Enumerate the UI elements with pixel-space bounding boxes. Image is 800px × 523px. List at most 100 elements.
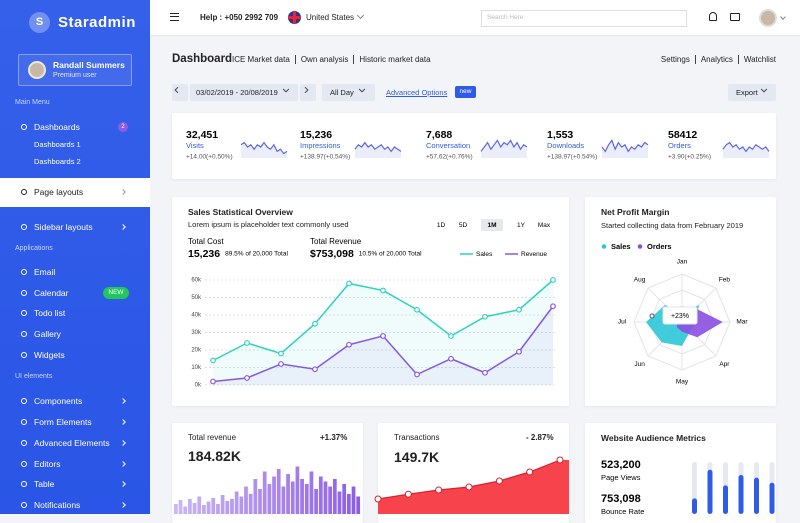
header-link[interactable]: Historic market data — [353, 55, 431, 64]
submenu-item[interactable]: Dashboards 2 — [34, 157, 81, 166]
profit-subtitle: Started collecting data from February 20… — [601, 221, 744, 230]
data-point — [556, 456, 564, 464]
bar — [295, 466, 300, 514]
menu-bullet — [21, 461, 27, 467]
menu-item[interactable]: Editors — [34, 458, 61, 469]
period-select[interactable] — [322, 84, 375, 101]
data-point — [414, 306, 420, 313]
chevron — [282, 88, 290, 93]
sparkline — [722, 141, 770, 153]
sparkline-area — [241, 142, 287, 158]
bar — [276, 469, 281, 514]
data-point — [346, 280, 352, 287]
sparkline-area — [355, 142, 401, 158]
legend-dot — [601, 244, 607, 249]
area — [378, 460, 569, 514]
transactions-total: 149.7K — [394, 449, 440, 465]
data-point — [526, 468, 534, 476]
range-active — [481, 219, 503, 231]
bar — [244, 486, 248, 514]
range-button: Max — [538, 222, 551, 229]
stat-value: 7,688 — [426, 129, 452, 141]
date-picker[interactable] — [190, 84, 298, 101]
bar — [707, 469, 713, 514]
menu-bullet — [21, 419, 27, 425]
radar-label: Jan — [677, 259, 688, 266]
menu-item[interactable]: Widgets — [34, 349, 65, 360]
bar — [356, 496, 361, 514]
bell-icon[interactable] — [709, 12, 717, 21]
menu-item[interactable]: Notifications — [34, 499, 81, 510]
bar — [723, 485, 728, 514]
menu-toggle[interactable] — [170, 13, 179, 21]
data-point — [346, 341, 352, 348]
menu-bullet — [21, 310, 27, 316]
stat-change: +57.62(+0.76%) — [426, 154, 473, 161]
menu-item[interactable]: Todo list — [34, 307, 66, 318]
bar — [216, 504, 220, 514]
brand[interactable]: Staradmin — [58, 14, 136, 31]
menu-item[interactable]: Calendar — [34, 287, 69, 298]
stat-label: Orders — [668, 141, 691, 150]
bar — [211, 498, 216, 514]
submenu-item[interactable]: Dashboards 1 — [34, 140, 81, 149]
avatar[interactable] — [759, 9, 777, 27]
menu-item[interactable]: Sidebar layouts — [34, 221, 93, 232]
bar — [346, 494, 351, 514]
transactions-change: - 2.87% — [526, 433, 554, 442]
radar-label: Mar — [736, 319, 748, 326]
stat-change: +3.90(+0.25%) — [668, 154, 711, 161]
menu-item[interactable]: Dashboards — [34, 121, 80, 132]
range-button: 1D — [437, 222, 446, 229]
menu-item[interactable]: Components — [34, 395, 83, 406]
stat-value: 32,451 — [186, 129, 218, 141]
date-range: 03/02/2019 - 20/08/2019 — [196, 88, 278, 97]
bar — [197, 496, 202, 514]
audience-title: Website Audience Metrics — [601, 433, 706, 443]
header-action[interactable]: Settings — [660, 55, 690, 64]
data-point — [380, 287, 386, 294]
sparkline-area — [481, 140, 527, 158]
user-role: Premium user — [53, 72, 97, 79]
bar — [738, 475, 744, 514]
prev-button[interactable] — [172, 84, 188, 101]
header-link[interactable]: Own analysis — [294, 55, 349, 64]
transactions-title: Transactions — [394, 433, 440, 442]
data-point — [448, 333, 454, 339]
search-box[interactable] — [481, 10, 687, 27]
sparkline — [601, 139, 649, 153]
header-action[interactable]: Analytics — [694, 55, 733, 64]
legend-label: Sales — [611, 242, 631, 251]
header-link[interactable]: ICE Market data — [232, 55, 290, 64]
user-card[interactable] — [18, 54, 132, 86]
menu-heading: Main Menu — [15, 99, 50, 106]
menu-item[interactable]: Page layouts — [34, 186, 84, 197]
menu-bullet — [21, 502, 27, 508]
menu-item[interactable]: Gallery — [34, 328, 61, 339]
topbar: Help : +050 2992 709 United States Searc… — [150, 0, 800, 36]
stat-value: 58412 — [668, 129, 697, 141]
legend-label: Orders — [647, 242, 672, 251]
next-button[interactable] — [300, 84, 316, 101]
header-action[interactable]: Watchlist — [737, 55, 776, 64]
data-point — [414, 371, 420, 378]
mail-icon[interactable] — [730, 13, 740, 21]
y-tick-label: 30k — [191, 330, 202, 336]
data-point — [516, 306, 522, 313]
chevron — [304, 86, 309, 94]
annotation-dot — [649, 313, 655, 319]
menu-item[interactable]: Table — [34, 478, 55, 489]
menu-item[interactable]: Form Elements — [34, 416, 92, 427]
logo[interactable]: S — [29, 12, 50, 33]
export-button[interactable] — [728, 84, 776, 101]
menu-item[interactable]: Email — [34, 266, 56, 277]
summary-label: Total Revenue — [310, 237, 362, 246]
data-point — [244, 340, 250, 346]
help-phone: Help : +050 2992 709 — [200, 13, 279, 22]
radar-label: Aug — [634, 276, 646, 283]
menu-item[interactable]: Advanced Elements — [34, 437, 110, 448]
advanced-options[interactable]: Advanced Options — [386, 88, 448, 97]
menu-bullet — [21, 398, 27, 404]
country[interactable]: United States — [306, 13, 355, 22]
sparkline-area — [602, 140, 648, 158]
